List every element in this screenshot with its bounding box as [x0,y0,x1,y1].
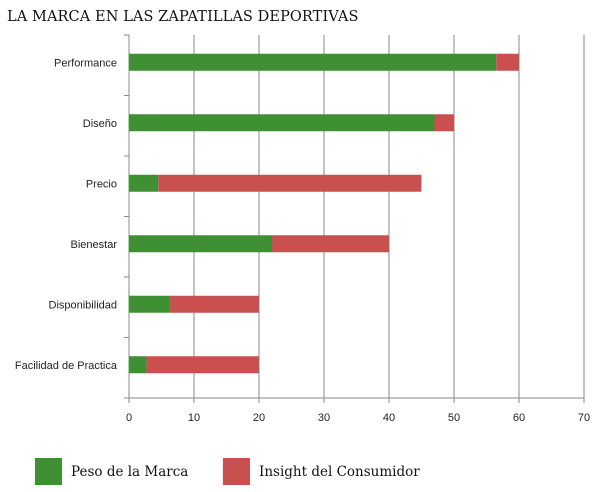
axes [124,34,585,403]
bars [129,53,519,374]
category-label: Precio [86,178,117,190]
x-tick-label: 20 [253,412,265,424]
bar-brand [129,235,272,253]
bar-brand [129,114,435,132]
x-tick-label: 50 [448,412,460,424]
bar-chart: 0 10 20 30 40 50 60 70 Performance Diseño Precio Bi… [15,34,590,424]
bar-consumer [496,53,519,71]
grid-lines [193,35,585,398]
category-label: Bienestar [71,239,118,251]
x-tick-label: 70 [578,412,590,424]
legend-swatch-brand [35,458,62,485]
x-tick-label: 0 [126,412,132,424]
chart-title: LA MARCA EN LAS ZAPATILLAS DEPORTIVAS [7,9,359,25]
bar-brand [129,356,147,374]
category-label: Diseño [83,118,117,130]
legend-label-brand: Peso de la Marca [71,463,189,480]
legend-swatch-consumer [223,458,250,485]
x-tick-label: 60 [513,412,525,424]
legend: Peso de la Marca Insight del Consumidor [0,458,597,488]
category-label: Performance [54,57,117,69]
x-tick-label: 30 [318,412,330,424]
x-tick-label: 10 [188,412,200,424]
bar-brand [129,174,159,192]
bar-consumer [434,114,454,132]
bar-consumer [146,356,259,374]
bar-consumer [272,235,389,253]
category-label: Disponibilidad [49,299,118,311]
bar-consumer [158,174,422,192]
labels: 0 10 20 30 40 50 60 70 Performance Diseño Precio Bi… [15,57,590,424]
bar-brand [129,295,170,313]
bar-consumer [169,295,259,313]
legend-item-brand: Peso de la Marca [35,458,188,485]
category-label: Facilidad de Practica [15,360,118,372]
x-tick-label: 40 [383,412,395,424]
bar-brand [129,53,497,71]
legend-label-consumer: Insight del Consumidor [259,463,420,480]
legend-item-consumer: Insight del Consumidor [223,458,420,485]
